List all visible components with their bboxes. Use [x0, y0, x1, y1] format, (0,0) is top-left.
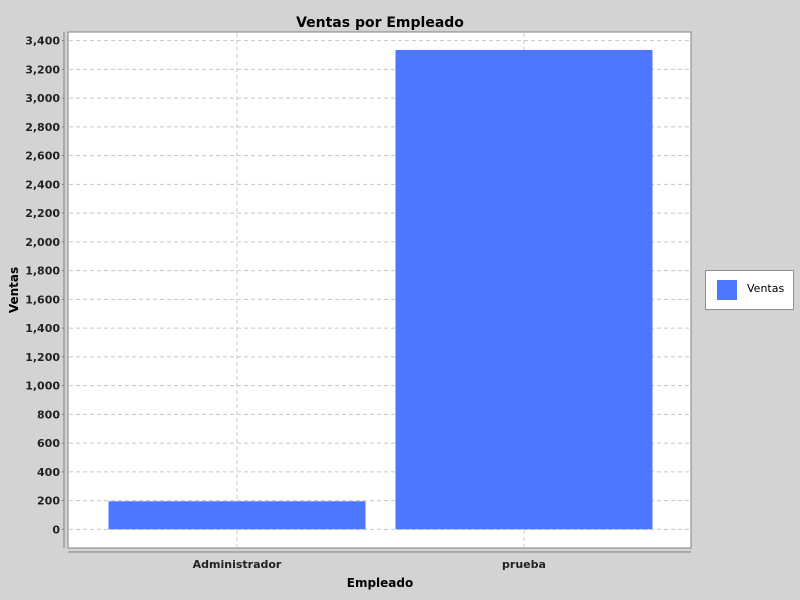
y-axis-label: Ventas	[7, 267, 21, 313]
x-tick-label-1: prueba	[502, 558, 546, 571]
y-tick-label-1: 200	[37, 495, 60, 508]
y-tick-label-9: 1,800	[25, 265, 60, 278]
y-tick-label-3: 600	[37, 437, 60, 450]
y-tick-label-8: 1,600	[25, 293, 60, 306]
y-tick-label-14: 2,800	[25, 121, 60, 134]
y-tick-label-17: 3,400	[25, 35, 60, 48]
y-tick-label-2: 400	[37, 466, 60, 479]
legend-swatch-ventas	[717, 280, 737, 300]
y-tick-label-6: 1,200	[25, 351, 60, 364]
y-tick-label-5: 1,000	[25, 380, 60, 393]
y-tick-label-13: 2,600	[25, 150, 60, 163]
y-tick-label-11: 2,200	[25, 207, 60, 220]
y-tick-label-15: 3,000	[25, 92, 60, 105]
y-tick-label-7: 1,400	[25, 322, 60, 335]
y-tick-label-0: 0	[52, 523, 60, 536]
y-tick-label-4: 800	[37, 408, 60, 421]
y-tick-label-10: 2,000	[25, 236, 60, 249]
legend-label-ventas: Ventas	[747, 282, 785, 295]
y-tick-label-12: 2,400	[25, 178, 60, 191]
bar-administrador	[108, 501, 366, 530]
y-tick-label-16: 3,200	[25, 63, 60, 76]
x-tick-label-0: Administrador	[193, 558, 282, 571]
bar-prueba	[395, 49, 653, 530]
chart-title: Ventas por Empleado	[296, 15, 464, 31]
x-axis-label: Empleado	[347, 576, 413, 590]
legend: Ventas	[705, 270, 794, 310]
